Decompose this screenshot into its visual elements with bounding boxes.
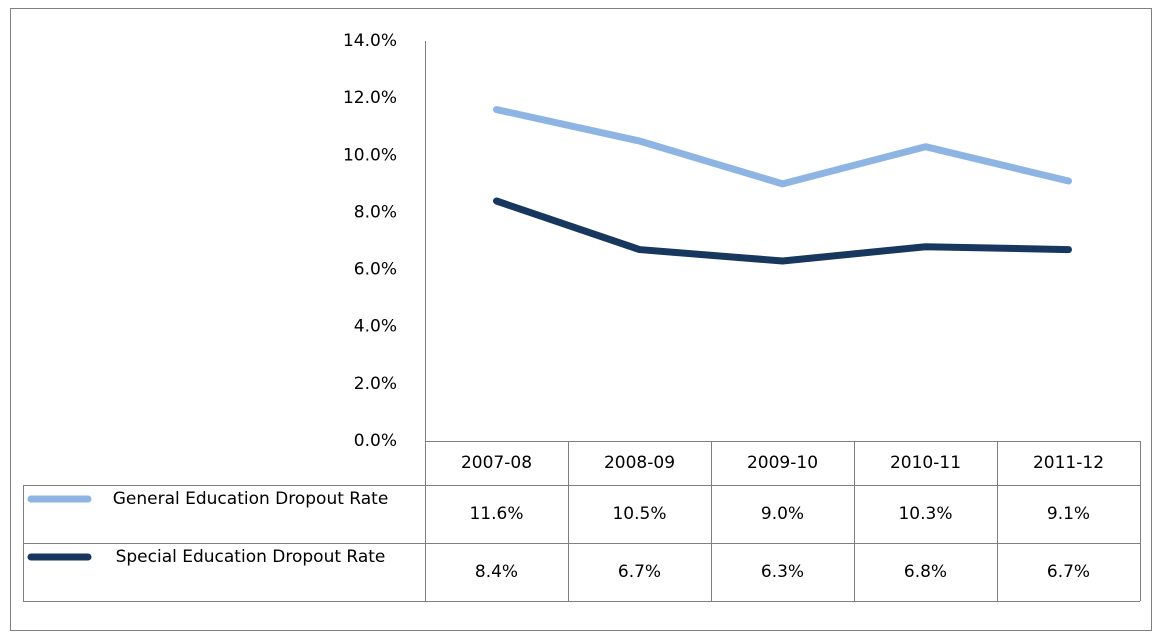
table-value: 6.3%	[761, 562, 804, 582]
chart-border	[10, 8, 1152, 631]
y-tick-label: 8.0%	[354, 202, 397, 222]
table-value: 9.0%	[761, 504, 804, 524]
table-value: 11.6%	[469, 504, 523, 524]
legend-label-box: General Education Dropout Rate	[112, 489, 389, 509]
y-tick-label: 6.0%	[354, 260, 397, 280]
table-value: 10.3%	[898, 504, 952, 524]
y-tick-label: 14.0%	[343, 31, 397, 51]
y-tick-label: 10.0%	[343, 145, 397, 165]
x-tick-label: 2010-11	[890, 453, 961, 473]
series-line	[493, 197, 1072, 265]
x-tick-label: 2008-09	[604, 453, 675, 473]
table-value: 8.4%	[475, 562, 518, 582]
table-value: 6.7%	[618, 562, 661, 582]
y-tick-label: 2.0%	[354, 374, 397, 394]
legend-label: Special Education Dropout Rate	[115, 547, 386, 567]
table-value: 6.7%	[1047, 562, 1090, 582]
legend-label: General Education Dropout Rate	[112, 489, 389, 509]
y-tick-label: 12.0%	[343, 88, 397, 108]
table-value: 9.1%	[1047, 504, 1090, 524]
table-value: 6.8%	[904, 562, 947, 582]
table-value: 10.5%	[612, 504, 666, 524]
y-tick-label: 0.0%	[354, 431, 397, 451]
legend-label-box: Special Education Dropout Rate	[115, 547, 386, 567]
y-tick-label: 4.0%	[354, 317, 397, 337]
series-line	[493, 106, 1072, 188]
x-tick-label: 2009-10	[747, 453, 818, 473]
x-tick-label: 2007-08	[461, 453, 532, 473]
x-tick-label: 2011-12	[1033, 453, 1104, 473]
